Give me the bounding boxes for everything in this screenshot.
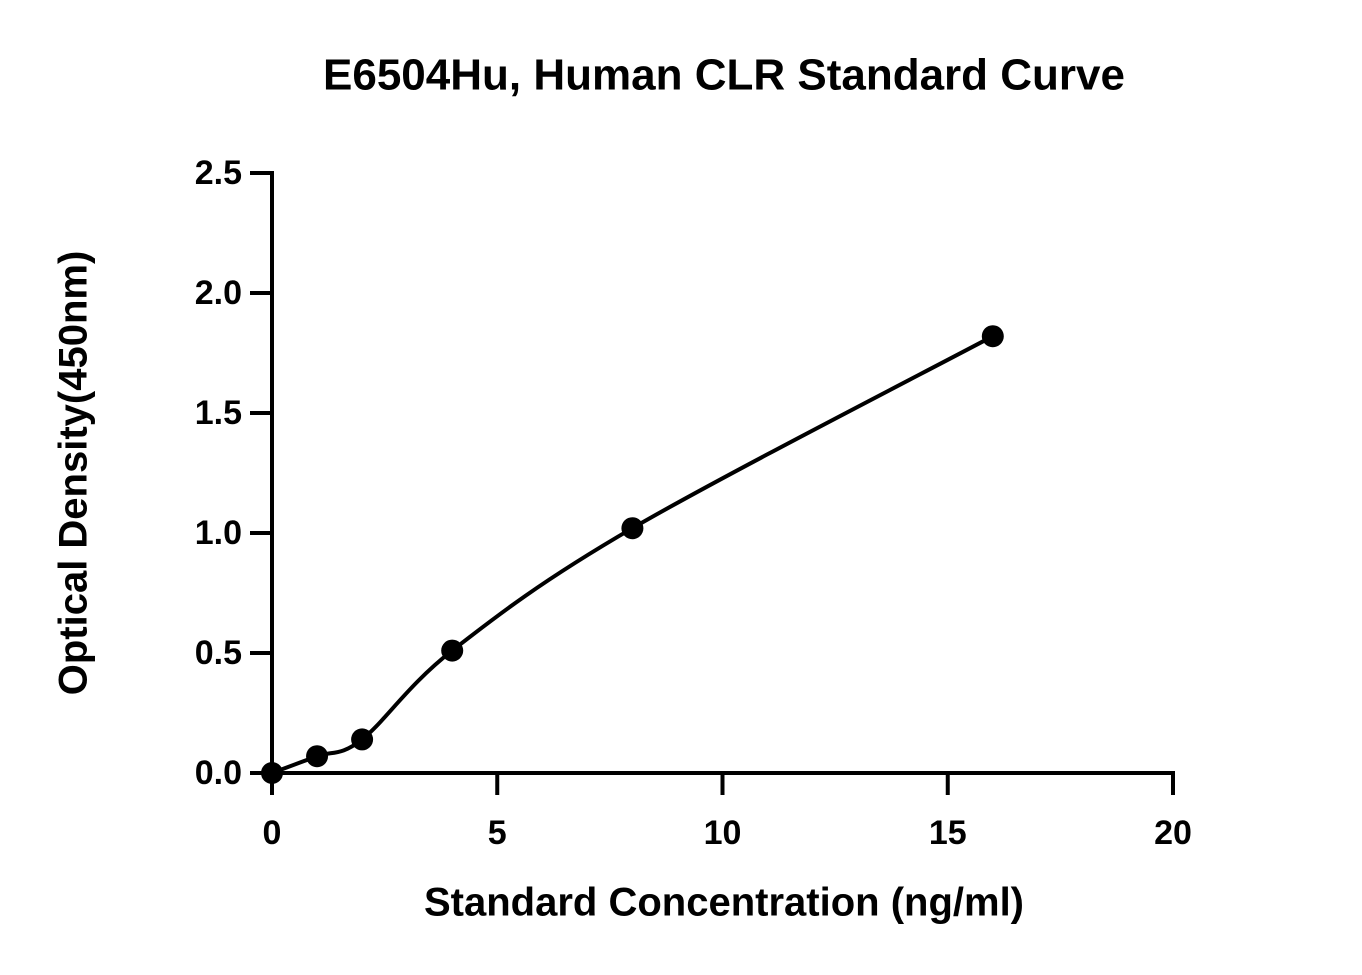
data-point (621, 517, 644, 540)
x-tick-label: 5 (488, 814, 507, 852)
data-point (261, 762, 283, 784)
data-point (306, 745, 329, 768)
x-tick-label: 10 (704, 814, 742, 852)
y-tick-label: 2.0 (195, 274, 242, 312)
y-tick-label: 1.5 (195, 394, 242, 432)
y-tick-label: 0.0 (195, 754, 242, 792)
y-axis-label: Optical Density(450nm) (52, 251, 96, 696)
chart-title: E6504Hu, Human CLR Standard Curve (323, 51, 1125, 100)
y-tick-label: 0.5 (195, 634, 242, 672)
y-tick-label: 1.0 (195, 514, 242, 552)
data-point (441, 639, 464, 662)
data-point (981, 325, 1004, 348)
x-tick-label: 15 (929, 814, 967, 852)
data-point (351, 728, 374, 751)
fit-curve (271, 334, 994, 775)
x-axis-label: Standard Concentration (ng/ml) (424, 881, 1024, 925)
x-tick-label: 0 (263, 814, 282, 852)
x-tick-label: 20 (1154, 814, 1192, 852)
y-tick-label: 2.5 (195, 154, 242, 192)
